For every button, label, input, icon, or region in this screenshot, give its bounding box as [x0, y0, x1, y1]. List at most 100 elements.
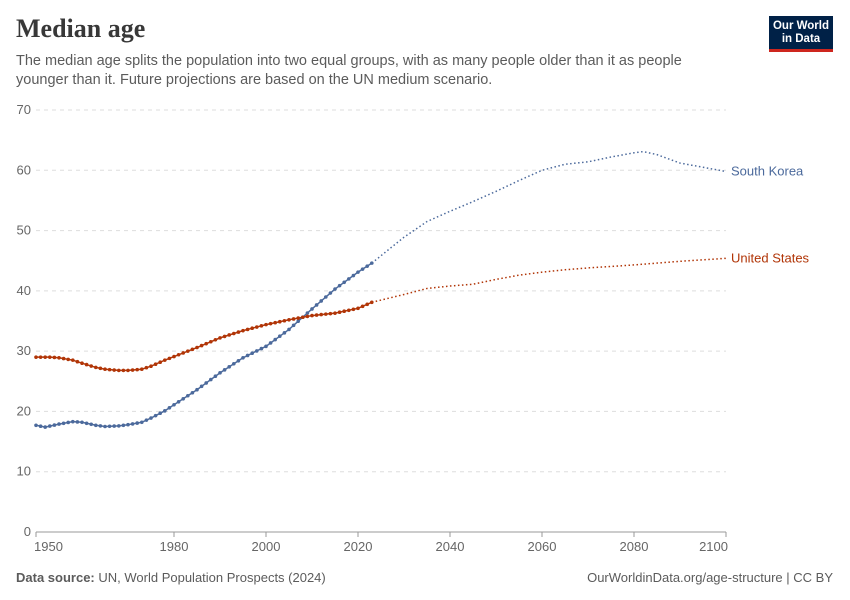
- data-source: Data source: UN, World Population Prospe…: [16, 570, 326, 585]
- y-tick-label: 70: [17, 102, 31, 117]
- data-point: [310, 307, 314, 311]
- data-point: [264, 344, 268, 349]
- data-point: [324, 295, 328, 299]
- data-point: [319, 299, 324, 303]
- x-tick-label: 2080: [620, 539, 649, 554]
- data-point: [250, 351, 254, 355]
- data-point: [48, 424, 52, 428]
- data-point: [135, 367, 139, 372]
- data-point: [199, 343, 204, 348]
- data-point: [117, 424, 121, 428]
- data-point: [287, 327, 291, 332]
- data-point: [337, 283, 342, 288]
- data-point: [121, 423, 126, 428]
- data-point: [218, 336, 222, 340]
- data-point: [195, 387, 199, 392]
- data-point: [213, 338, 218, 342]
- data-point: [94, 423, 98, 428]
- data-point: [158, 411, 162, 416]
- data-point: [163, 358, 167, 362]
- data-point: [163, 409, 167, 413]
- data-point: [254, 349, 259, 353]
- data-point: [144, 365, 149, 370]
- series-line-projection: [371, 150, 727, 264]
- data-point: [181, 396, 185, 401]
- series-label: United States: [731, 250, 810, 265]
- data-point: [342, 280, 347, 285]
- data-point: [356, 306, 360, 311]
- data-point: [278, 334, 282, 338]
- data-point: [370, 300, 374, 305]
- x-tick-label: 2060: [528, 539, 557, 554]
- data-point: [43, 425, 47, 429]
- data-point: [149, 416, 153, 420]
- data-point: [360, 304, 365, 309]
- data-point: [126, 368, 130, 373]
- data-point: [333, 287, 337, 291]
- data-point: [199, 384, 204, 389]
- data-point: [305, 311, 310, 315]
- data-point: [75, 359, 80, 364]
- data-point: [268, 341, 273, 345]
- source-text[interactable]: UN, World Population Prospects (2024): [98, 570, 326, 585]
- data-point: [296, 319, 301, 324]
- data-point: [186, 393, 190, 398]
- data-point: [52, 355, 57, 360]
- data-point: [130, 422, 135, 426]
- owid-logo[interactable]: Our World in Data: [769, 16, 833, 52]
- data-point: [75, 420, 80, 424]
- chart-subtitle: The median age splits the population int…: [16, 53, 682, 88]
- x-tick-label: 2000: [252, 539, 281, 554]
- data-point: [172, 354, 176, 359]
- data-point: [268, 321, 273, 326]
- x-tick-label: 2020: [344, 539, 373, 554]
- data-point: [57, 355, 61, 360]
- data-point: [112, 368, 116, 372]
- y-tick-label: 10: [17, 464, 31, 479]
- data-point: [52, 423, 57, 427]
- y-tick-label: 30: [17, 343, 31, 358]
- source-label: Data source:: [16, 570, 95, 585]
- data-point: [305, 314, 310, 319]
- data-point: [89, 422, 93, 427]
- data-point: [103, 424, 107, 429]
- data-point: [370, 261, 374, 265]
- data-point: [153, 413, 158, 418]
- data-point: [158, 360, 162, 364]
- data-point: [61, 421, 66, 426]
- data-point: [259, 346, 264, 351]
- data-point: [314, 313, 319, 317]
- data-point: [71, 419, 75, 424]
- data-point: [232, 331, 236, 336]
- data-point: [351, 273, 356, 278]
- data-point: [250, 326, 254, 331]
- data-point: [291, 317, 296, 321]
- data-point: [204, 381, 208, 385]
- source-url[interactable]: OurWorldinData.org/age-structure | CC BY: [587, 570, 833, 585]
- data-point: [278, 319, 282, 324]
- data-point: [241, 328, 245, 333]
- data-point: [365, 264, 370, 268]
- data-point: [71, 358, 75, 362]
- data-point: [176, 399, 181, 404]
- data-point: [153, 362, 158, 367]
- data-point: [254, 325, 259, 329]
- series-label: South Korea: [731, 163, 804, 178]
- data-point: [301, 315, 305, 320]
- data-point: [333, 311, 337, 315]
- data-point: [80, 361, 84, 366]
- data-point: [61, 356, 66, 361]
- data-point: [259, 324, 264, 328]
- data-point: [167, 356, 172, 361]
- data-point: [126, 422, 130, 427]
- data-point: [176, 352, 181, 357]
- data-point: [172, 402, 176, 407]
- data-point: [218, 371, 222, 375]
- data-point: [324, 312, 328, 316]
- y-tick-label: 0: [24, 524, 31, 539]
- data-point: [186, 349, 190, 353]
- data-point: [296, 316, 301, 320]
- y-tick-label: 60: [17, 162, 31, 177]
